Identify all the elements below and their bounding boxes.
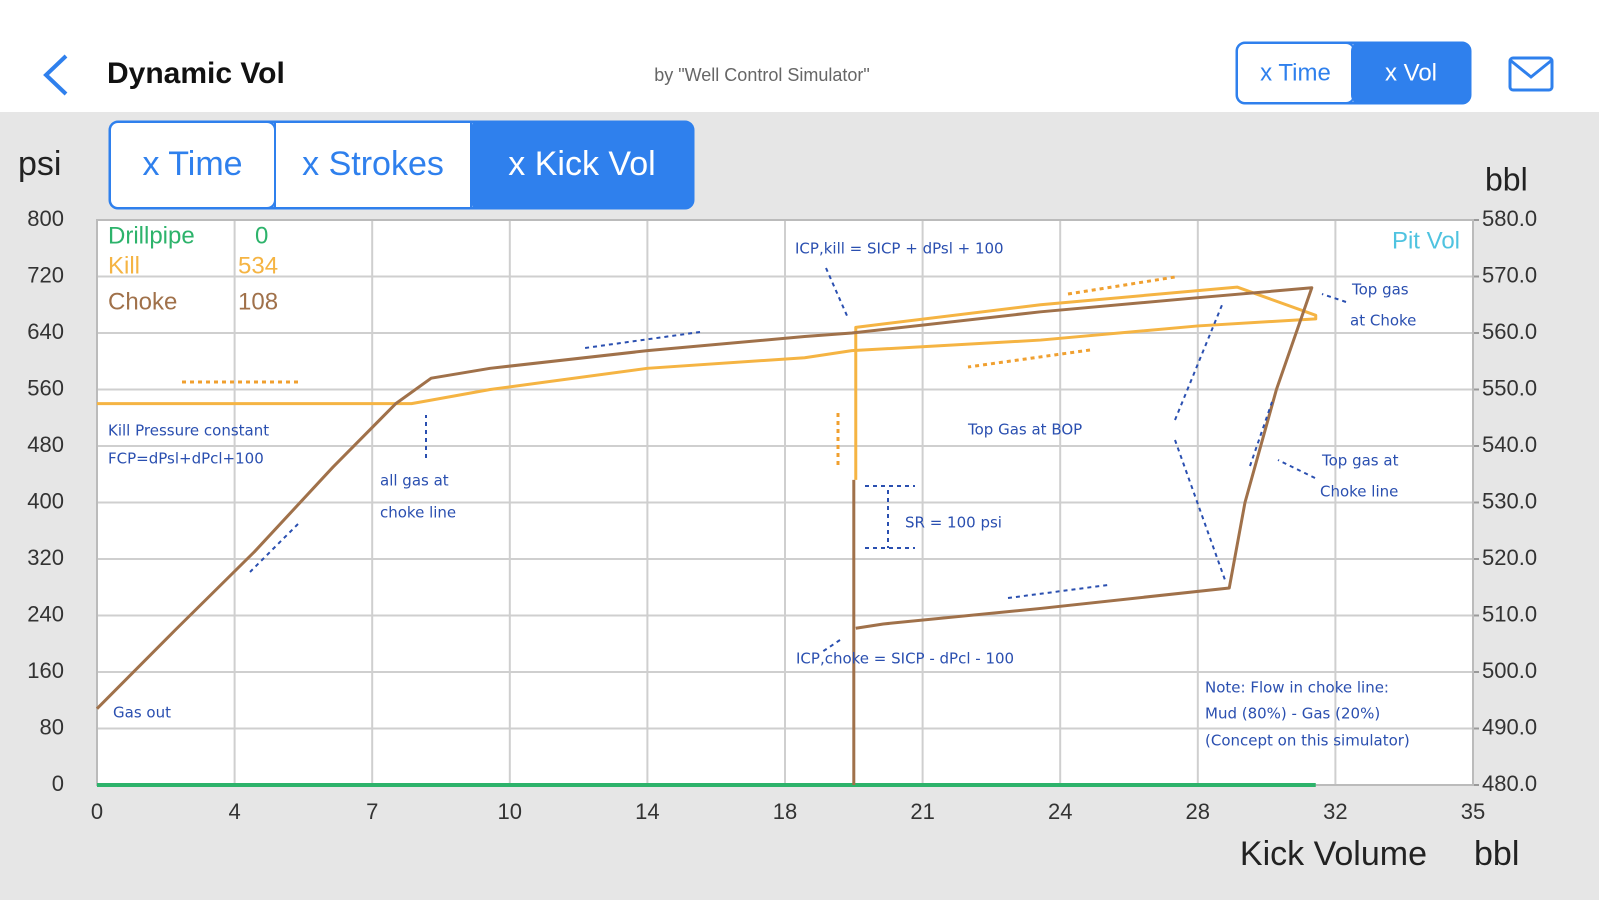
annotation-arrow [1067,275,1176,296]
annotation: ICP,kill = SICP + dPsl + 100 [795,240,1004,258]
annotation-arrow [1007,584,1109,599]
annotation-arrow [584,331,701,349]
legend-label: Kill [108,252,140,279]
y2-tick-label: 540.0 [1482,432,1537,457]
annotation-arrow [1174,439,1226,581]
axis-mode-toggle: x Time x Strokes x Kick Vol [108,120,695,210]
unit-toggle: x Time x Vol [1235,41,1472,105]
segment-label: x Time [1260,59,1331,86]
x-tick-label: 18 [773,799,797,824]
y-tick-label: 160 [27,658,64,683]
y-tick-label: 400 [27,488,64,513]
series-line [95,286,1314,785]
y-tick-label: 640 [27,319,64,344]
annotation: Gas out [113,704,171,722]
legend-value: 108 [238,288,278,315]
annotation-arrow [1249,401,1273,467]
annotation: Top Gas at BOP [967,421,1082,439]
segment-button[interactable]: x Kick Vol [470,121,694,209]
legend-label: Drillpipe [108,222,195,249]
legend-value: 0 [255,222,268,249]
annotation: Kill Pressure constant [108,422,269,440]
y2-tick-label: 480.0 [1482,771,1537,796]
series-line [97,285,1318,480]
y2-tick-label: 570.0 [1482,262,1537,287]
x-tick-label: 7 [366,799,378,824]
annotation: Choke line [1320,483,1398,501]
annotation: Note: Flow in choke line: [1205,679,1389,697]
page-title: Dynamic Vol [107,57,285,90]
segment-bg [274,121,472,209]
subtitle: by "Well Control Simulator" [654,65,870,85]
x-tick-label: 4 [228,799,240,824]
segment-label: x Vol [1385,59,1437,86]
back-button[interactable] [43,54,68,96]
segment-button[interactable]: x Strokes [274,121,472,209]
x-tick-label: 10 [498,799,522,824]
segment-bg [470,121,694,209]
y-tick-label: 480 [27,432,64,457]
y2-tick-label: 560.0 [1482,319,1537,344]
y-tick-label: 560 [27,375,64,400]
segment-label: x Kick Vol [508,145,655,183]
x-tick-label: 24 [1048,799,1072,824]
x-tick-label: 21 [910,799,934,824]
mail-icon [1508,56,1554,92]
annotation: choke line [380,504,456,522]
annotation-arrow [825,267,849,319]
x-tick-label: 0 [91,799,103,824]
segment-button[interactable]: x Time [109,121,276,209]
x-tick-label: 32 [1323,799,1347,824]
y2-tick-label: 500.0 [1482,658,1537,683]
y-tick-label: 800 [27,206,64,231]
segment-label: x Strokes [302,145,444,183]
segment-bg [1351,42,1471,104]
y2-tick-label: 490.0 [1482,714,1537,739]
segment-button[interactable]: x Vol [1351,42,1471,104]
y-axis-label: psi [18,145,61,183]
x-axis-label: Kick Volume [1240,835,1427,873]
y-tick-label: 80 [40,714,64,739]
annotation: FCP=dPsl+dPcl+100 [108,450,264,468]
x-tick-label: 28 [1186,799,1210,824]
y2-axis-label: bbl [1485,161,1528,197]
y2-tick-label: 580.0 [1482,206,1537,231]
y-tick-label: 720 [27,262,64,287]
y2-tick-label: 510.0 [1482,601,1537,626]
annotation: all gas at [380,472,449,490]
x-tick-label: 35 [1461,799,1485,824]
annotation-arrow [1277,459,1316,479]
annotation: ICP,choke = SICP - dPcl - 100 [796,650,1014,668]
legend-label: Choke [108,288,177,315]
segment-label: x Time [142,145,242,183]
annotation: (Concept on this simulator) [1205,732,1410,750]
legend-label: Pit Vol [1392,227,1460,254]
x-tick-label: 14 [635,799,659,824]
y2-tick-label: 530.0 [1482,488,1537,513]
y-tick-label: 240 [27,601,64,626]
annotation-arrow [821,639,841,653]
annotation: at Choke [1350,312,1416,330]
mail-button[interactable] [1508,56,1554,92]
y-tick-label: 0 [52,771,64,796]
x-axis-unit: bbl [1474,835,1519,873]
annotation: SR = 100 psi [905,514,1002,532]
y2-tick-label: 550.0 [1482,375,1537,400]
legend-value: 534 [238,252,278,279]
annotation: Top gas at [1321,452,1399,470]
y2-tick-label: 520.0 [1482,545,1537,570]
segment-button[interactable]: x Time [1236,42,1355,104]
y-tick-label: 320 [27,545,64,570]
annotation: Mud (80%) - Gas (20%) [1205,705,1380,723]
mail-icon [1509,58,1553,79]
annotation: Top gas [1351,281,1409,299]
annotation-arrow [249,523,299,573]
